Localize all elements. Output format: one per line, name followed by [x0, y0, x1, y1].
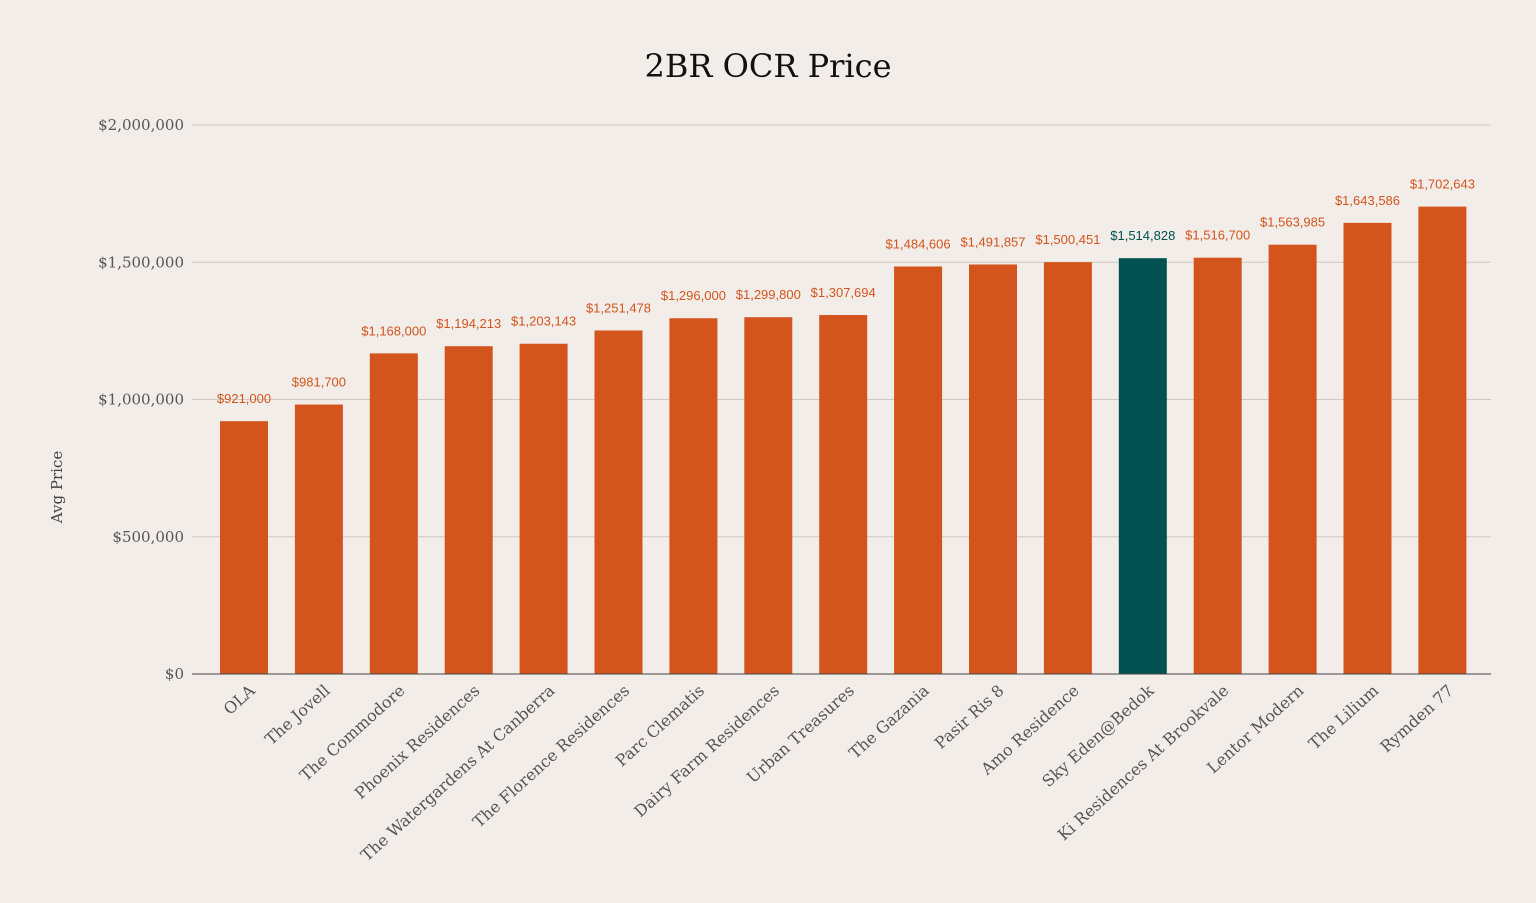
- x-tick-label: The Jovell: [261, 681, 333, 749]
- bar: [1418, 206, 1467, 674]
- y-tick-label: $0: [165, 665, 184, 683]
- data-label: $1,168,000: [361, 323, 426, 338]
- data-label: $1,484,606: [886, 236, 951, 251]
- y-axis-label: Avg Price: [48, 451, 66, 525]
- x-tick-label: Phoenix Residences: [351, 681, 484, 803]
- bar: [669, 318, 718, 674]
- data-label: $1,516,700: [1185, 228, 1250, 243]
- data-label: $1,299,800: [736, 287, 801, 302]
- bar: [444, 346, 493, 674]
- bar: [1343, 222, 1392, 675]
- bars: [220, 206, 1467, 675]
- bar: [519, 343, 568, 674]
- bar: [594, 330, 643, 674]
- y-tick-label: $1,000,000: [98, 391, 184, 409]
- bar: [220, 421, 268, 674]
- data-label: $921,000: [217, 391, 271, 406]
- y-tick-label: $1,500,000: [98, 253, 184, 271]
- y-tick-label: $500,000: [112, 528, 184, 546]
- data-label: $1,296,000: [661, 288, 726, 303]
- data-label: $1,491,857: [960, 234, 1025, 249]
- data-label: $1,702,643: [1410, 177, 1475, 192]
- data-label: $1,643,586: [1335, 193, 1400, 208]
- data-label: $1,251,478: [586, 300, 651, 315]
- data-label: $1,514,828: [1110, 228, 1175, 243]
- chart-title: 2BR OCR Price: [644, 47, 891, 85]
- bar: [1043, 262, 1092, 674]
- x-tick-label: Pasir Ris 8: [931, 681, 1008, 753]
- data-label: $981,700: [292, 375, 346, 390]
- bar: [894, 266, 943, 674]
- x-tick-label: Dairy Farm Residences: [630, 681, 783, 821]
- bar: [1118, 258, 1167, 674]
- data-label: $1,194,213: [436, 316, 501, 331]
- x-tick-label: Rymden 77: [1376, 681, 1457, 756]
- bar: [969, 264, 1017, 674]
- bar: [1268, 244, 1317, 675]
- bar: [744, 317, 793, 674]
- x-tick-label: The Gazania: [845, 681, 933, 763]
- bar: [1193, 257, 1242, 674]
- data-label: $1,563,985: [1260, 215, 1325, 230]
- data-label: $1,500,451: [1035, 232, 1100, 247]
- data-label: $1,203,143: [511, 314, 576, 329]
- x-tick-label: The Lilium: [1305, 681, 1382, 753]
- x-tick-label: The Florence Residences: [469, 681, 633, 832]
- data-labels: $921,000 $981,700 $1,168,000 $1,194,213 $1,2…: [217, 177, 1475, 407]
- y-axis-ticks: $0 $500,000 $1,000,000 $1,500,000 $2,000,000: [98, 116, 184, 683]
- bar: [369, 353, 418, 674]
- bar: [294, 404, 343, 674]
- data-label: $1,307,694: [811, 285, 876, 300]
- x-tick-label: OLA: [220, 681, 259, 719]
- y-tick-label: $2,000,000: [98, 116, 184, 134]
- bar: [819, 315, 868, 674]
